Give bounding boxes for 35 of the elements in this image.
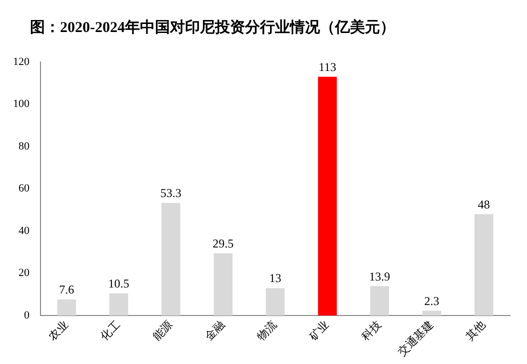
y-tick-label: 20	[18, 267, 30, 280]
data-label: 13	[269, 271, 282, 286]
x-tick-label: 化工	[98, 318, 123, 343]
x-tick-label: 农业	[46, 318, 71, 343]
y-tick-label: 120	[13, 56, 30, 68]
y-tick-label: 0	[24, 309, 30, 322]
data-label: 13.9	[369, 269, 390, 284]
x-tick-label: 物流	[254, 318, 280, 343]
y-tick-label: 60	[18, 182, 30, 195]
y-tick-label: 80	[18, 140, 30, 152]
data-label: 2.3	[424, 294, 440, 308]
y-tick-label: 40	[18, 224, 30, 237]
bar	[318, 76, 337, 316]
bar	[109, 293, 128, 316]
x-tick-label: 能源	[150, 318, 176, 343]
x-tick-label: 矿业	[306, 318, 332, 344]
bar	[162, 202, 180, 316]
x-tick-label: 科技	[360, 318, 384, 343]
data-label: 10.5	[108, 276, 130, 291]
x-tick-label: 交通基建	[396, 318, 436, 358]
data-label: 113	[318, 60, 336, 74]
data-label: 7.6	[59, 282, 74, 297]
bar	[474, 214, 494, 316]
bar	[370, 286, 389, 316]
x-tick-label: 其他	[463, 318, 488, 343]
y-tick-label: 100	[13, 98, 30, 110]
data-label: 53.3	[160, 186, 182, 200]
data-label: 29.5	[212, 236, 234, 250]
bar	[57, 299, 76, 316]
x-tick-label: 金融	[203, 318, 228, 343]
bar	[266, 288, 285, 316]
chart-title: 图：2020-2024年中国对印尼投资分行业情况（亿美元）	[30, 18, 395, 37]
data-label: 48	[478, 197, 490, 212]
bar	[422, 310, 442, 316]
bar	[214, 253, 232, 316]
